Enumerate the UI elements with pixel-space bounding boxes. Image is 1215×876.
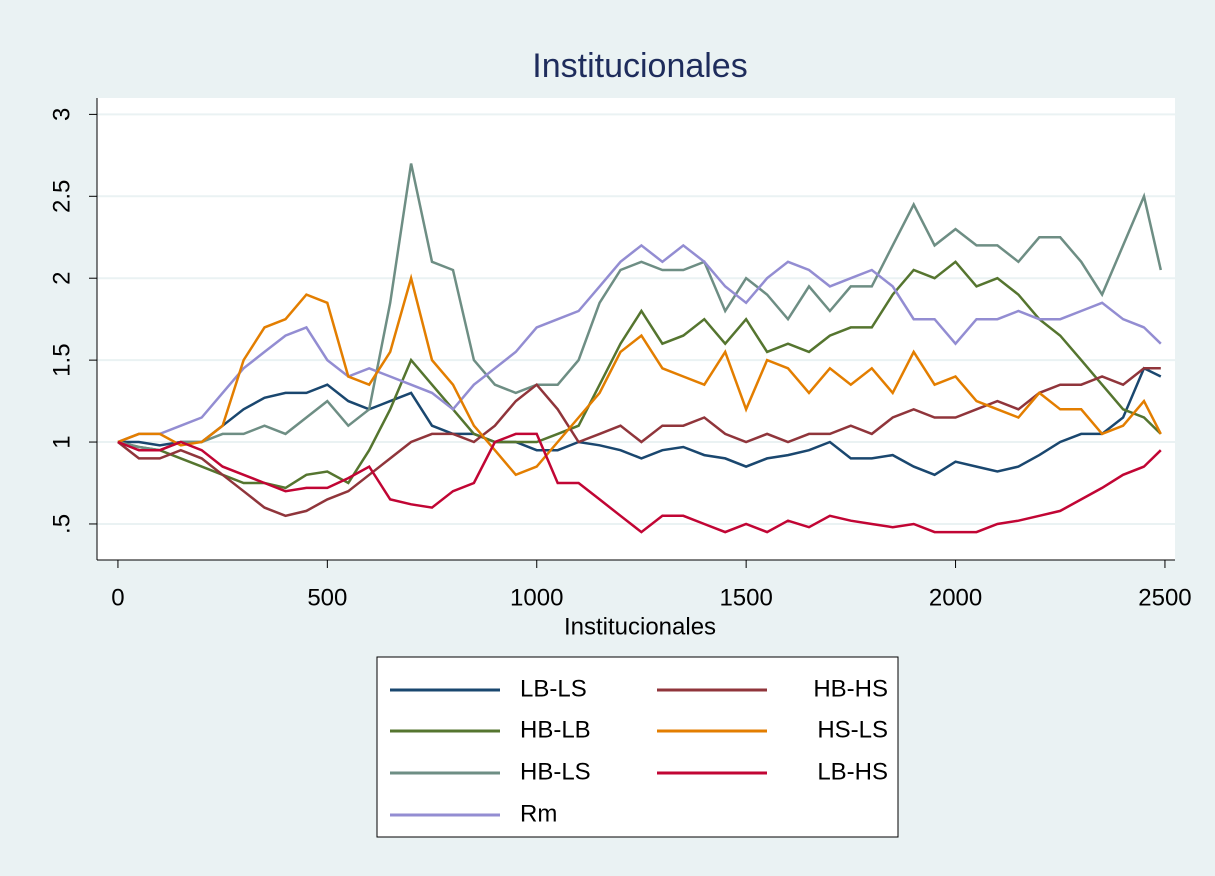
series-line xyxy=(117,243,1162,444)
y-tick-label: 1 xyxy=(48,435,75,448)
y-tick-label: 3 xyxy=(48,108,75,121)
series-line xyxy=(117,273,1162,477)
x-tick-label: 1500 xyxy=(719,584,772,611)
x-tick-label: 1000 xyxy=(510,584,563,611)
x-tick-label: 2500 xyxy=(1138,584,1191,611)
series-line xyxy=(117,367,1161,518)
legend-label: LB-HS xyxy=(817,758,888,785)
chart-title: Institucionales xyxy=(532,47,747,85)
x-tick-label: 500 xyxy=(307,584,347,611)
plot-area xyxy=(97,98,1175,560)
y-tick-label: 1.5 xyxy=(48,343,75,376)
series-line xyxy=(117,366,1162,477)
legend-label: Rm xyxy=(520,800,557,827)
y-tick-label: 2 xyxy=(48,272,75,285)
legend-label: HB-HS xyxy=(813,675,888,702)
y-tick-label: 2.5 xyxy=(48,180,75,213)
legend-label: LB-LS xyxy=(520,675,587,702)
series-line xyxy=(117,432,1162,534)
legend-label: HB-LS xyxy=(520,758,591,785)
legend-label: HS-LS xyxy=(817,716,888,743)
legend-label: HB-LB xyxy=(520,716,591,743)
y-tick-label: .5 xyxy=(48,514,75,534)
x-tick-label: 2000 xyxy=(929,584,982,611)
x-axis-label: Institucionales xyxy=(564,613,716,640)
legend xyxy=(376,656,899,838)
series-line xyxy=(117,163,1163,452)
x-tick-label: 0 xyxy=(111,584,124,611)
series-line xyxy=(117,260,1162,490)
